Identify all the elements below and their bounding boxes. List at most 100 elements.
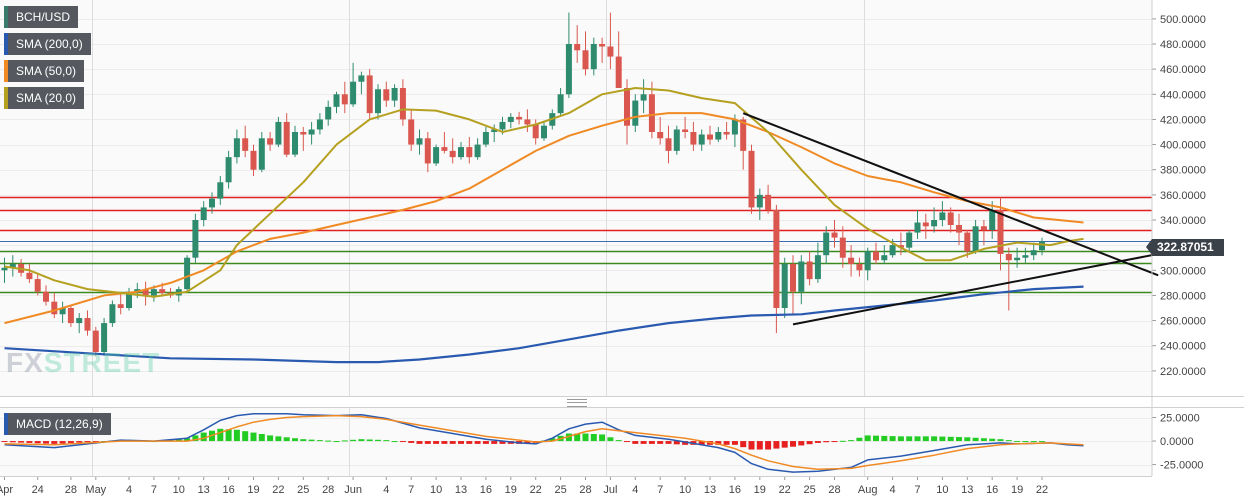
legend-sma50-label: SMA (50,0)	[16, 64, 77, 78]
candle-body	[557, 94, 564, 114]
macd-histogram-bar	[375, 439, 381, 442]
candle-body	[897, 245, 904, 248]
macd-histogram-bar	[383, 440, 390, 442]
candle-body	[972, 226, 979, 252]
candle-body	[823, 232, 830, 256]
candle-body	[449, 150, 456, 158]
macd-histogram-bar	[433, 441, 440, 444]
macd-tick-label: 25.0000	[1160, 413, 1200, 425]
legend-sma20[interactable]: SMA (20,0)	[4, 87, 85, 109]
macd-histogram-bar	[474, 441, 481, 444]
candle-body	[159, 289, 166, 293]
candle-body	[806, 261, 813, 280]
candle-body	[707, 134, 713, 140]
candle-body	[1, 267, 8, 271]
macd-histogram-bar	[806, 441, 813, 445]
macd-histogram-bar	[408, 441, 415, 443]
candle-body	[300, 132, 307, 135]
candle-body	[482, 132, 489, 145]
date-tick-label: 13	[704, 484, 716, 496]
macd-histogram-bar	[1022, 441, 1029, 443]
date-tick-label: 10	[173, 484, 185, 496]
candle-body	[723, 132, 730, 135]
macd-grid	[0, 418, 1152, 466]
price-tick-label: 500.0000	[1160, 14, 1206, 26]
candle-body	[1022, 255, 1029, 258]
macd-histogram-bar	[939, 436, 946, 442]
candle-body	[864, 251, 871, 271]
candle-body	[748, 150, 755, 208]
candle-body	[209, 198, 215, 208]
macd-histogram-bar	[341, 440, 348, 442]
macd-histogram-bar	[673, 441, 680, 445]
candle-body	[399, 88, 406, 120]
macd-histogram-bar	[524, 441, 531, 444]
macd-tick-label: -25.0000	[1160, 460, 1203, 472]
last-price-tag: 322.87051	[1146, 239, 1224, 256]
candle-body	[814, 255, 821, 280]
macd-histogram-bar	[399, 441, 406, 443]
macd-histogram-bar	[184, 438, 191, 442]
trendlines	[742, 112, 1159, 326]
macd-histogram-bar	[233, 429, 240, 442]
panel-resize-handle[interactable]	[567, 399, 587, 407]
price-axis: 500.0000 480.0000 460.0000 440.0000 420.0000…	[1152, 14, 1206, 378]
candle-body	[134, 289, 141, 292]
date-tick-label: 16	[222, 484, 234, 496]
macd-histogram-bar	[665, 441, 672, 444]
macd-histogram-bar	[599, 434, 606, 442]
candle-body	[956, 225, 962, 233]
candle-body	[267, 138, 274, 145]
legend-macd[interactable]: MACD (12,26,9)	[4, 413, 111, 435]
candle-body	[740, 119, 747, 151]
candle-body	[59, 308, 66, 315]
legend-symbol[interactable]: BCH/USD	[4, 6, 79, 28]
date-tick-label: 22	[530, 484, 542, 496]
legend-swatch-symbol	[4, 6, 8, 28]
macd-histogram-bar	[59, 441, 66, 444]
candle-body	[565, 44, 572, 95]
candle-body	[922, 222, 929, 227]
macd-histogram-bar	[723, 441, 730, 445]
macd-histogram-bar	[798, 441, 805, 446]
watermark-part1: FX	[6, 347, 44, 378]
candle-body	[375, 89, 381, 114]
candle-body	[43, 291, 49, 302]
candle-body	[673, 129, 680, 151]
macd-histogram-bar	[250, 432, 257, 442]
macd-histogram-bar	[607, 437, 614, 442]
candle-body	[516, 116, 523, 120]
candle-body	[150, 289, 157, 296]
candle-body	[590, 44, 597, 70]
date-tick-label: 13	[455, 484, 467, 496]
candle-body	[275, 121, 282, 145]
date-tick-label: 10	[936, 484, 948, 496]
date-tick-label: Jul	[603, 484, 617, 496]
candle-body	[989, 209, 996, 231]
legend-sma200[interactable]: SMA (200,0)	[4, 33, 91, 55]
date-tick-label: 19	[754, 484, 766, 496]
candle-body	[632, 100, 639, 126]
macd-histogram-bar	[76, 441, 83, 443]
price-tick-label: 300.0000	[1160, 265, 1206, 277]
price-tick-label: 480.0000	[1160, 39, 1206, 51]
candle-body	[980, 226, 987, 231]
price-tick-label: 260.0000	[1160, 316, 1206, 328]
candle-body	[26, 272, 33, 280]
macd-histogram-bar	[881, 435, 888, 442]
macd-histogram-bar	[1005, 440, 1012, 442]
candle-body	[682, 129, 689, 132]
candle-body	[881, 255, 888, 261]
macd-histogram-bar	[640, 441, 647, 444]
macd-histogram-bar	[366, 439, 373, 442]
date-tick-label: 13	[961, 484, 973, 496]
legend-sma50[interactable]: SMA (50,0)	[4, 60, 85, 82]
macd-histogram-bar	[823, 441, 830, 443]
candle-body	[615, 56, 622, 88]
trendline	[792, 252, 1159, 326]
macd-histogram-bar	[391, 441, 398, 443]
candle-body	[541, 125, 547, 139]
candle-body	[640, 94, 647, 101]
price-tick-label: 240.0000	[1160, 341, 1206, 353]
